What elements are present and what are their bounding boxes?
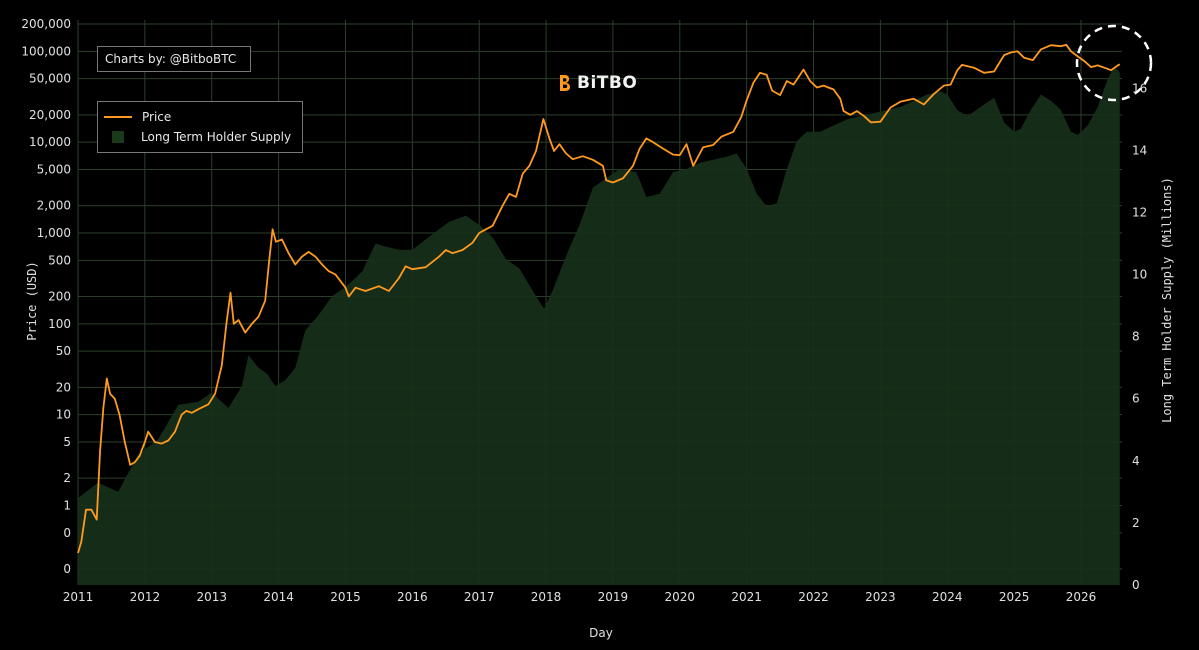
y2-tick-label: 4 (1132, 454, 1140, 468)
y-tick-label: 200 (48, 290, 71, 304)
brand-logo: BiTBO (557, 71, 637, 95)
x-tick-label: 2012 (130, 590, 161, 604)
legend-item-supply[interactable]: Long Term Holder Supply (98, 128, 291, 146)
legend-item-price[interactable]: Price (98, 108, 171, 126)
x-tick-label: 2011 (63, 590, 94, 604)
x-tick-label: 2013 (196, 590, 227, 604)
y-tick-label: 0 (63, 526, 71, 540)
y2-tick-label: 10 (1132, 268, 1147, 282)
x-tick-label: 2025 (999, 590, 1030, 604)
y-tick-label: 10 (56, 408, 71, 422)
price-line-path (77, 43, 1121, 554)
y2-tick-label: 12 (1132, 205, 1147, 219)
legend-label-supply: Long Term Holder Supply (141, 130, 292, 144)
y-tick-label: 5,000 (37, 163, 71, 177)
x-tick-label: 2019 (598, 590, 629, 604)
legend-label-price: Price (142, 110, 172, 124)
brand-name: BiTBO (577, 73, 638, 93)
y-tick-label: 1,000 (37, 226, 71, 240)
y-tick-label: 20 (56, 380, 71, 394)
y-tick-label: 5 (63, 435, 71, 449)
y-tick-label: 200,000 (21, 17, 71, 31)
x-tick-label: 2024 (932, 590, 963, 604)
x-axis-label: Day (589, 626, 613, 640)
y-tick-label: 20,000 (29, 108, 71, 122)
x-tick-label: 2018 (531, 590, 562, 604)
x-tick-label: 2022 (798, 590, 829, 604)
y-tick-label: 10,000 (29, 135, 71, 149)
y-axis-ticks: 200,000 100,000 50,000 20,000 10,000 5,000 2,0… (21, 17, 71, 576)
x-tick-label: 2014 (263, 590, 294, 604)
y-tick-label: 50,000 (29, 72, 71, 86)
x-tick-label: 2015 (330, 590, 361, 604)
y2-tick-label: 2 (1132, 516, 1140, 530)
y2-tick-label: 8 (1132, 330, 1140, 344)
y-tick-label: 50 (56, 344, 71, 358)
x-tick-label: 2026 (1066, 590, 1097, 604)
y2-axis-label: Long Term Holder Supply (Millions) (1160, 177, 1174, 423)
highlight-circle (1075, 24, 1153, 102)
supply-swatch (112, 131, 124, 143)
y2-tick-label: 14 (1132, 143, 1147, 157)
y2-tick-label: 6 (1132, 392, 1140, 406)
supply-area (78, 66, 1120, 586)
y-tick-label: 0 (63, 562, 71, 576)
y-tick-label: 100 (48, 317, 71, 331)
y-tick-label: 2 (63, 471, 71, 485)
legend: Price Long Term Holder Supply (97, 101, 303, 153)
y-tick-label: 1 (63, 499, 71, 513)
y-tick-label: 100,000 (21, 44, 71, 58)
y-tick-label: 500 (48, 253, 71, 267)
price-line (77, 43, 1121, 554)
x-tick-label: 2017 (464, 590, 495, 604)
x-tick-label: 2020 (665, 590, 696, 604)
y2-tick-label: 0 (1132, 578, 1140, 592)
x-tick-label: 2023 (865, 590, 896, 604)
y-tick-label: 2,000 (37, 199, 71, 213)
y-axis-label: Price (USD) (25, 261, 39, 340)
chart-credit: Charts by: @BitboBTC (97, 46, 251, 72)
x-tick-label: 2016 (397, 590, 428, 604)
x-axis-ticks: 2011 2012 2013 2014 2015 2016 2017 2018 2019 2020… (63, 590, 1097, 604)
price-swatch (104, 116, 132, 118)
supply-area-path (78, 66, 1120, 586)
x-tick-label: 2021 (731, 590, 762, 604)
bitbo-logo-icon (560, 75, 570, 91)
